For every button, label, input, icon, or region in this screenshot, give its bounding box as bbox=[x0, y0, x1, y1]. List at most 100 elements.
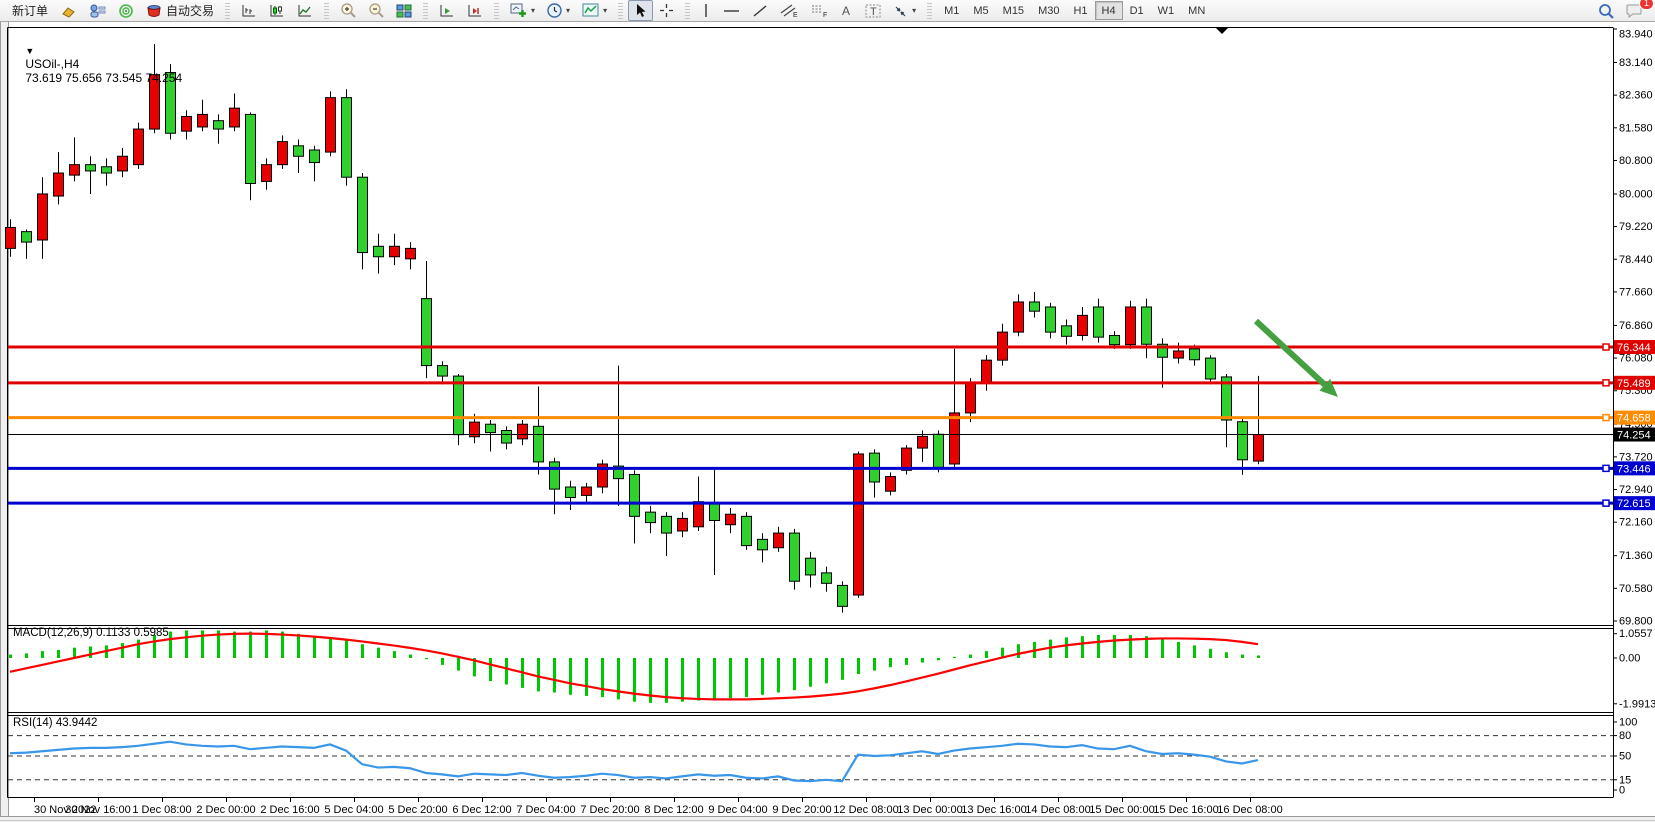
chart-window[interactable]: 83.940 83.140 82.360 81.580 80.800 80.000 79.2… bbox=[0, 22, 1655, 821]
svg-text:A: A bbox=[842, 4, 850, 18]
svg-text:15: 15 bbox=[1619, 774, 1631, 786]
new-order-label: 新订单 bbox=[12, 4, 49, 18]
search-button[interactable] bbox=[1592, 0, 1620, 21]
bar-chart-icon bbox=[241, 4, 257, 18]
new-chart-icon bbox=[510, 3, 527, 18]
svg-text:72.940: 72.940 bbox=[1619, 484, 1653, 496]
svg-text:73.446: 73.446 bbox=[1617, 463, 1651, 475]
vertical-line-icon bbox=[701, 3, 711, 18]
notifications-button[interactable]: 1 bbox=[1620, 0, 1654, 21]
svg-text:70.580: 70.580 bbox=[1619, 583, 1653, 595]
svg-text:0: 0 bbox=[1619, 785, 1625, 797]
text-icon: A bbox=[840, 4, 853, 18]
tf-button-H4[interactable]: H4 bbox=[1094, 1, 1123, 20]
timeframe-group: M1 M5 M15 M30 H1 H4 D1 W1 MN bbox=[934, 0, 1215, 21]
vertical-line-tool-button[interactable] bbox=[695, 0, 717, 21]
tf-button-M30[interactable]: M30 bbox=[1038, 4, 1060, 17]
svg-text:15 Dec 16:00: 15 Dec 16:00 bbox=[1153, 804, 1218, 816]
svg-text:83.140: 83.140 bbox=[1619, 57, 1653, 69]
trendline-icon bbox=[752, 4, 768, 18]
equidistant-channel-tool-button[interactable]: E bbox=[774, 0, 804, 21]
toolbar-separator bbox=[225, 2, 231, 19]
tf-button-MN[interactable]: MN bbox=[1188, 4, 1206, 17]
main-toolbar: 新订单 自动交易 bbox=[0, 0, 1655, 22]
tf-button-H1[interactable]: H1 bbox=[1073, 4, 1088, 17]
svg-text:72.615: 72.615 bbox=[1617, 498, 1651, 510]
ohlc-values: 73.619 75.656 73.545 74.254 bbox=[25, 71, 183, 85]
tf-button-W1[interactable]: W1 bbox=[1157, 4, 1175, 17]
toolbar-separator bbox=[494, 2, 500, 19]
svg-text:72.160: 72.160 bbox=[1619, 517, 1653, 529]
step-end-button[interactable] bbox=[461, 0, 489, 21]
svg-text:F: F bbox=[823, 12, 827, 18]
tf-button-M1[interactable]: M1 bbox=[944, 4, 960, 17]
svg-text:50: 50 bbox=[1619, 751, 1631, 763]
svg-text:E: E bbox=[793, 12, 798, 18]
signals-button[interactable] bbox=[112, 0, 140, 21]
text-label-icon: T bbox=[865, 4, 881, 18]
indicators-icon bbox=[582, 3, 599, 18]
text-tool-button[interactable]: A bbox=[834, 0, 859, 21]
line-chart-mode-button[interactable] bbox=[291, 0, 319, 21]
gold-bar-icon bbox=[60, 4, 77, 18]
tile-windows-button[interactable] bbox=[390, 0, 418, 21]
tf-button-M5[interactable]: M5 bbox=[973, 4, 989, 17]
fibonacci-icon: F bbox=[810, 3, 828, 19]
svg-text:6 Dec 12:00: 6 Dec 12:00 bbox=[452, 804, 511, 816]
svg-text:2 Dec 00:00: 2 Dec 00:00 bbox=[196, 804, 255, 816]
rsi-indicator-label: RSI(14) 43.9442 bbox=[13, 717, 98, 729]
crosshair-tool-button[interactable] bbox=[653, 0, 680, 21]
svg-text:16 Dec 08:00: 16 Dec 08:00 bbox=[1217, 804, 1282, 816]
chevron-down-icon: ▾ bbox=[912, 6, 917, 15]
arrows-tool-button[interactable]: ▾ bbox=[887, 0, 922, 21]
notification-badge: 1 bbox=[1638, 0, 1654, 10]
svg-text:82.360: 82.360 bbox=[1619, 90, 1653, 102]
trendline-tool-button[interactable] bbox=[746, 0, 774, 21]
market-watch-button[interactable] bbox=[83, 0, 112, 21]
svg-text:9 Dec 20:00: 9 Dec 20:00 bbox=[772, 804, 831, 816]
svg-text:5 Dec 04:00: 5 Dec 04:00 bbox=[324, 804, 383, 816]
depth-of-market-button[interactable] bbox=[54, 0, 83, 21]
svg-text:1.0557: 1.0557 bbox=[1619, 628, 1653, 640]
auto-trading-button[interactable]: 自动交易 bbox=[140, 0, 220, 21]
line-chart-icon bbox=[297, 4, 313, 18]
svg-text:76.344: 76.344 bbox=[1617, 342, 1651, 354]
svg-text:-1.9913: -1.9913 bbox=[1619, 698, 1655, 710]
candlestick-mode-button[interactable] bbox=[263, 0, 291, 21]
svg-text:30 Nov 2022: 30 Nov 2022 bbox=[34, 804, 96, 816]
zoom-in-button[interactable] bbox=[334, 0, 362, 21]
horizontal-line-tool-button[interactable] bbox=[717, 0, 746, 21]
fibonacci-tool-button[interactable]: F bbox=[804, 0, 834, 21]
svg-text:15 Dec 00:00: 15 Dec 00:00 bbox=[1089, 804, 1154, 816]
tf-button-M15[interactable]: M15 bbox=[1002, 4, 1025, 17]
svg-text:76.860: 76.860 bbox=[1619, 320, 1653, 332]
zoom-in-icon bbox=[340, 3, 356, 18]
svg-text:5 Dec 20:00: 5 Dec 20:00 bbox=[388, 804, 447, 816]
step-forward-button[interactable] bbox=[433, 0, 461, 21]
tf-button-D1[interactable]: D1 bbox=[1129, 4, 1144, 17]
macd-indicator-label: MACD(12,26,9) 0.1133 0.5985 bbox=[13, 627, 169, 639]
new-chart-button[interactable]: ▾ bbox=[504, 0, 541, 21]
chart-collapse-icon[interactable]: ▼ bbox=[25, 46, 35, 56]
svg-text:2 Dec 16:00: 2 Dec 16:00 bbox=[260, 804, 319, 816]
toolbar-separator bbox=[423, 2, 429, 19]
signal-icon bbox=[118, 3, 134, 18]
chart-title: ▼ USOil-,H4 73.619 75.656 73.545 74.254 bbox=[12, 29, 182, 99]
zoom-out-button[interactable] bbox=[362, 0, 390, 21]
period-button[interactable]: ▾ bbox=[541, 0, 576, 21]
svg-text:7 Dec 20:00: 7 Dec 20:00 bbox=[580, 804, 639, 816]
bar-chart-mode-button[interactable] bbox=[235, 0, 263, 21]
svg-text:74.658: 74.658 bbox=[1617, 413, 1651, 425]
text-label-tool-button[interactable]: T bbox=[859, 0, 887, 21]
new-order-button[interactable]: 新订单 bbox=[3, 0, 54, 21]
chevron-down-icon: ▾ bbox=[566, 6, 571, 15]
arrow-objects-icon bbox=[893, 4, 908, 18]
svg-text:69.800: 69.800 bbox=[1619, 616, 1653, 628]
cursor-tool-button[interactable] bbox=[628, 0, 654, 21]
indicators-button[interactable]: ▾ bbox=[576, 0, 613, 21]
svg-text:80.000: 80.000 bbox=[1619, 188, 1653, 200]
tile-windows-icon bbox=[396, 4, 412, 18]
svg-text:T: T bbox=[870, 6, 877, 18]
chart-canvas[interactable]: 83.940 83.140 82.360 81.580 80.800 80.000 79.2… bbox=[0, 22, 1655, 822]
svg-text:81.580: 81.580 bbox=[1619, 122, 1653, 134]
